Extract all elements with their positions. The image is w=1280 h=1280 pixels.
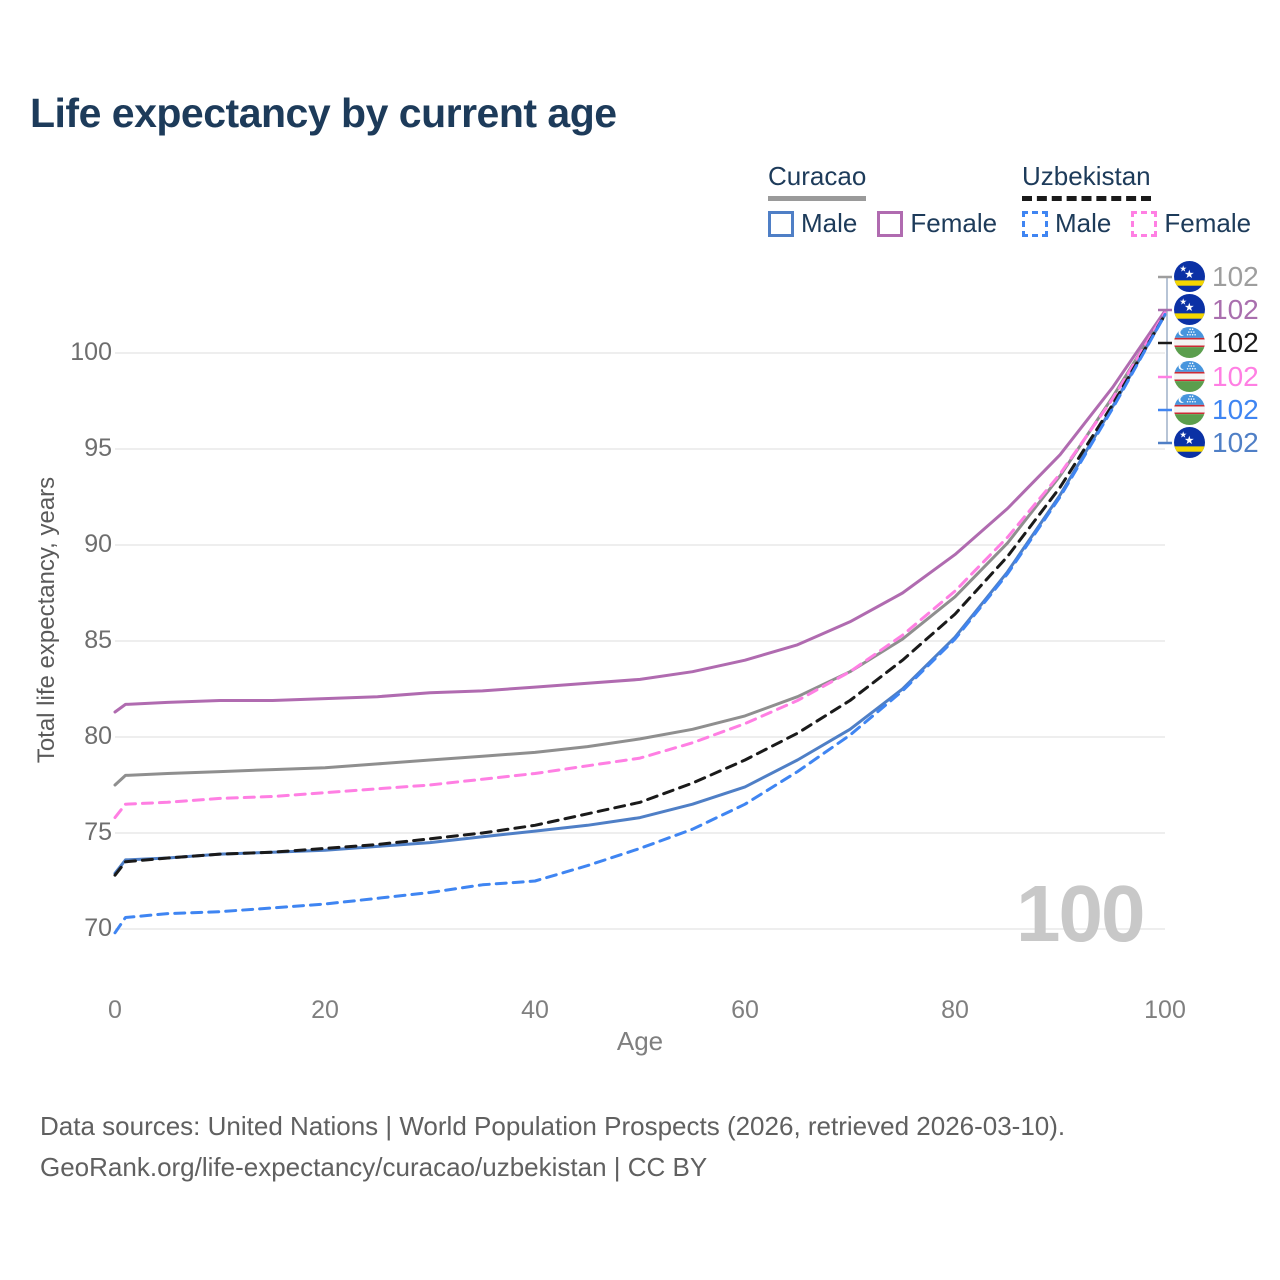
series-line-uzbekistan-female[interactable] bbox=[113, 311, 1167, 820]
legend-items-uzbekistan: Male Female bbox=[1022, 208, 1271, 239]
y-tick-label-75: 75 bbox=[84, 818, 112, 846]
svg-text:★: ★ bbox=[1179, 264, 1187, 274]
flag-icon-uzbekistan bbox=[1174, 394, 1205, 425]
end-value: 102 bbox=[1212, 426, 1259, 458]
flag-icon-curacao: ★★ bbox=[1174, 261, 1205, 292]
svg-text:★: ★ bbox=[1179, 297, 1187, 307]
x-tick-label-0: 0 bbox=[108, 996, 122, 1024]
y-tick-label-80: 80 bbox=[84, 722, 112, 750]
end-value: 102 bbox=[1212, 326, 1259, 358]
legend-country-uzbekistan[interactable]: Uzbekistan bbox=[1022, 161, 1151, 201]
flag-icon-curacao: ★★ bbox=[1174, 427, 1205, 458]
end-label-row-uzbekistan: 102 bbox=[1174, 361, 1259, 392]
flag-icon-curacao: ★★ bbox=[1174, 294, 1205, 325]
footer-data-sources: Data sources: United Nations | World Pop… bbox=[40, 1111, 1066, 1141]
end-value: 102 bbox=[1212, 393, 1259, 425]
series-line-curacao-female[interactable] bbox=[113, 309, 1167, 714]
legend-swatch-uzbekistan-female[interactable] bbox=[1131, 210, 1158, 237]
series-line-uzbekistan-male[interactable] bbox=[113, 313, 1167, 935]
footer: Data sources: United Nations | World Pop… bbox=[40, 1106, 1065, 1188]
flag-icon-uzbekistan bbox=[1174, 327, 1205, 358]
legend-label-uzbekistan-male[interactable]: Male bbox=[1055, 208, 1112, 238]
end-value: 102 bbox=[1212, 293, 1259, 325]
end-label-row-uzbekistan: 102 bbox=[1174, 327, 1259, 358]
legend-swatch-curacao-female[interactable] bbox=[877, 210, 904, 237]
legend-label-curacao-male[interactable]: Male bbox=[801, 208, 858, 238]
legend-swatch-curacao-male[interactable] bbox=[768, 210, 794, 237]
flag-icon-uzbekistan bbox=[1174, 361, 1205, 392]
end-label-row-uzbekistan: 102 bbox=[1174, 394, 1259, 425]
legend-swatch-uzbekistan-male[interactable] bbox=[1022, 210, 1048, 237]
footer-attribution: GeoRank.org/life-expectancy/curacao/uzbe… bbox=[40, 1152, 708, 1182]
svg-text:★: ★ bbox=[1184, 268, 1194, 281]
end-value: 102 bbox=[1212, 260, 1259, 292]
legend-label-uzbekistan-female[interactable]: Female bbox=[1164, 208, 1252, 238]
legend-group-uzbekistan: Uzbekistan Male Female bbox=[1022, 161, 1271, 239]
x-tick-label-80: 80 bbox=[941, 996, 969, 1024]
end-label-row-curacao: ★ ★ 102 bbox=[1174, 427, 1259, 458]
age-watermark: 100 bbox=[1016, 869, 1145, 958]
svg-text:★: ★ bbox=[1184, 434, 1194, 447]
y-tick-label-95: 95 bbox=[84, 434, 112, 462]
y-tick-label-90: 90 bbox=[84, 530, 112, 558]
y-tick-label-100: 100 bbox=[70, 338, 112, 366]
end-label-row-curacao: ★ ★ 102 bbox=[1174, 261, 1259, 292]
end-value: 102 bbox=[1212, 360, 1259, 392]
x-tick-label-40: 40 bbox=[521, 996, 549, 1024]
x-tick-label-20: 20 bbox=[311, 996, 339, 1024]
x-tick-label-60: 60 bbox=[731, 996, 759, 1024]
y-tick-label-85: 85 bbox=[84, 626, 112, 654]
x-tick-label-100: 100 bbox=[1144, 996, 1186, 1024]
legend-group-curacao: Curacao Male Female bbox=[768, 161, 1017, 239]
series-line-curacao-all[interactable] bbox=[113, 311, 1167, 787]
page-title: Life expectancy by current age bbox=[30, 90, 617, 136]
x-axis-title: Age bbox=[616, 1026, 664, 1056]
series-line-curacao-male[interactable] bbox=[113, 313, 1167, 875]
svg-text:★: ★ bbox=[1184, 301, 1194, 314]
end-label-row-curacao: ★ ★ 102 bbox=[1174, 294, 1259, 325]
y-tick-label-70: 70 bbox=[84, 914, 112, 942]
y-axis-title: Total life expectancy, years bbox=[33, 476, 60, 764]
legend-label-curacao-female[interactable]: Female bbox=[910, 208, 998, 238]
svg-text:★: ★ bbox=[1179, 430, 1187, 440]
legend-items-curacao: Male Female bbox=[768, 208, 1017, 239]
series-line-uzbekistan-all[interactable] bbox=[113, 313, 1167, 877]
legend-country-curacao[interactable]: Curacao bbox=[768, 161, 867, 201]
